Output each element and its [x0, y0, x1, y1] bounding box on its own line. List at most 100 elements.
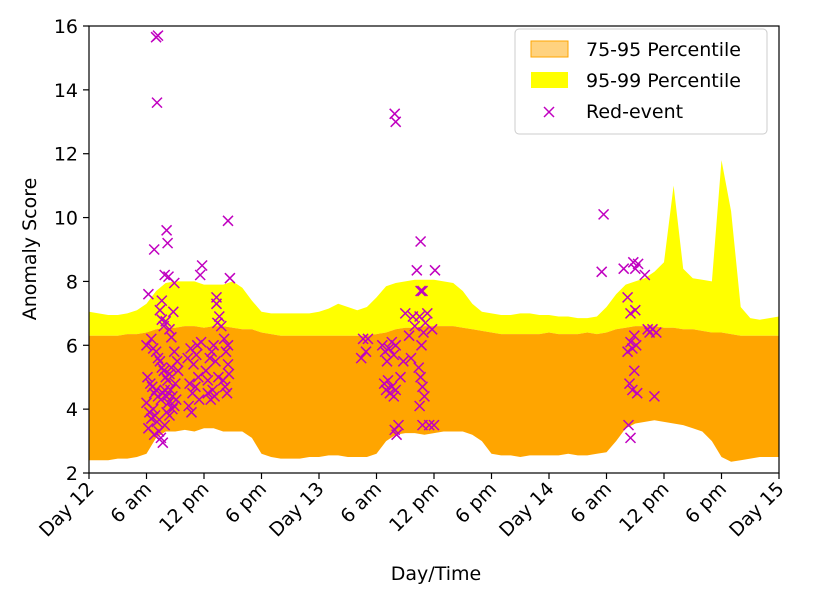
x-tick-label: 12 pm: [385, 478, 444, 537]
red-event-point: [152, 352, 164, 364]
legend-box: [514, 28, 768, 135]
red-event-point: [210, 298, 223, 310]
red-event-point: [207, 384, 219, 396]
red-event-point: [162, 374, 174, 386]
red-event-point: [159, 419, 171, 431]
red-event-point: [598, 208, 610, 220]
red-event-point: [639, 269, 651, 281]
red-event-point: [390, 339, 402, 351]
red-event-point: [183, 400, 195, 412]
red-event-point: [195, 336, 207, 348]
red-event-point: [193, 394, 205, 406]
red-event-point: [159, 269, 171, 281]
y-tick-label: 2: [66, 463, 78, 485]
legend-label-red-event: Red-event: [586, 101, 683, 123]
red-event-point: [206, 346, 218, 358]
y-tick-label: 16: [54, 16, 78, 38]
red-event-point: [399, 307, 411, 319]
red-event-point: [415, 285, 427, 297]
red-event-point: [391, 429, 403, 441]
red-event-point: [167, 306, 179, 318]
red-event-point: [151, 416, 163, 428]
red-event-point: [165, 331, 177, 343]
red-event-point: [397, 355, 409, 367]
y-tick-label: 10: [54, 208, 78, 230]
band-95-99-percentile: [89, 160, 779, 336]
red-event-point: [202, 387, 214, 399]
red-event-point: [222, 215, 234, 227]
red-event-point: [212, 371, 224, 383]
red-event-point: [405, 352, 417, 364]
x-tick-label: 12 pm: [155, 478, 214, 537]
red-event-point: [168, 346, 180, 358]
legend-marker-red-event: [543, 106, 555, 118]
red-event-point: [415, 371, 427, 383]
red-event-point: [202, 374, 214, 386]
red-event-point: [156, 362, 168, 374]
red-event-point: [184, 378, 196, 390]
red-event-point: [394, 371, 407, 383]
red-event-point: [152, 30, 164, 42]
y-tick-label: 8: [66, 271, 78, 293]
red-event-point: [219, 381, 231, 393]
red-event-point: [362, 333, 374, 345]
red-event-point: [169, 378, 181, 390]
red-event-point: [208, 390, 221, 402]
red-event-point: [164, 384, 177, 396]
red-event-point: [149, 409, 161, 422]
y-tick-label: 6: [66, 335, 78, 357]
red-event-point: [426, 323, 438, 335]
red-event-point: [414, 400, 426, 412]
red-event-point: [208, 339, 220, 351]
red-event-point: [622, 291, 634, 303]
x-tick-label: 6 am: [336, 478, 386, 528]
red-event-point: [148, 243, 160, 256]
red-event-point: [624, 336, 637, 348]
red-event-point: [623, 378, 636, 390]
red-event-point: [382, 374, 394, 386]
red-event-point: [596, 266, 608, 278]
red-event-point: [622, 346, 634, 358]
red-event-point: [172, 365, 184, 377]
y-tick-label: 14: [54, 80, 78, 102]
x-tick-label: Day 12: [35, 478, 98, 541]
y-tick-label: 4: [66, 399, 78, 421]
red-event-point: [141, 371, 154, 383]
red-event-point: [145, 333, 157, 345]
red-event-point: [416, 381, 429, 393]
red-event-point: [150, 346, 162, 358]
x-tick-label: Day 15: [725, 478, 788, 541]
red-event-point: [185, 406, 198, 418]
legend-label-95-99: 95-99 Percentile: [586, 70, 741, 92]
legend-swatch-95-99: [531, 72, 568, 88]
red-event-point: [160, 315, 172, 327]
red-event-point: [147, 403, 159, 415]
red-event-point: [631, 387, 643, 399]
y-axis-title: Anomaly Score: [19, 178, 41, 321]
red-event-point: [213, 310, 225, 323]
red-event-point: [221, 387, 233, 399]
red-event-point: [171, 355, 183, 367]
red-event-point: [355, 352, 367, 364]
red-event-point: [390, 116, 402, 128]
red-event-point: [626, 384, 638, 396]
red-event-point: [170, 394, 182, 406]
red-event-point: [209, 355, 222, 367]
red-event-point: [168, 277, 180, 289]
red-event-point: [392, 419, 405, 431]
red-event-point: [220, 346, 232, 358]
red-event-point: [148, 429, 160, 441]
red-event-point: [388, 349, 400, 361]
red-event-point: [222, 339, 234, 351]
red-event-point: [409, 320, 421, 332]
red-event-point: [158, 365, 170, 377]
red-event-point: [224, 272, 236, 284]
red-event-point: [628, 330, 640, 342]
red-event-point: [411, 264, 423, 276]
red-event-point: [155, 394, 167, 406]
red-event-point: [162, 397, 175, 409]
red-event-point: [630, 339, 642, 351]
x-tick-label: Day 14: [495, 478, 558, 541]
red-event-point: [190, 349, 202, 361]
